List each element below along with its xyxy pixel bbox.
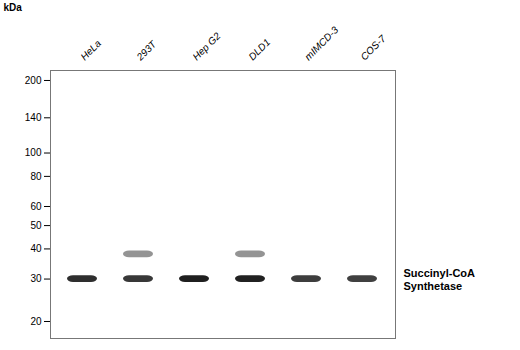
svg-text:293T: 293T [134,38,159,63]
svg-text:kDa: kDa [4,2,23,13]
svg-text:40: 40 [30,243,42,254]
svg-text:140: 140 [25,112,42,123]
svg-text:60: 60 [30,201,42,212]
svg-text:30: 30 [30,273,42,284]
svg-text:20: 20 [30,316,42,327]
svg-text:HeLa: HeLa [78,37,103,62]
svg-text:100: 100 [25,147,42,158]
svg-text:DLD1: DLD1 [246,36,272,62]
svg-text:mIMCD-3: mIMCD-3 [302,24,340,62]
svg-text:200: 200 [25,75,42,86]
svg-text:50: 50 [30,220,42,231]
svg-text:80: 80 [30,171,42,182]
svg-text:Succinyl-CoASynthetase: Succinyl-CoASynthetase [404,267,476,292]
svg-text:COS-7: COS-7 [358,33,388,63]
svg-text:Hep G2: Hep G2 [190,30,222,62]
